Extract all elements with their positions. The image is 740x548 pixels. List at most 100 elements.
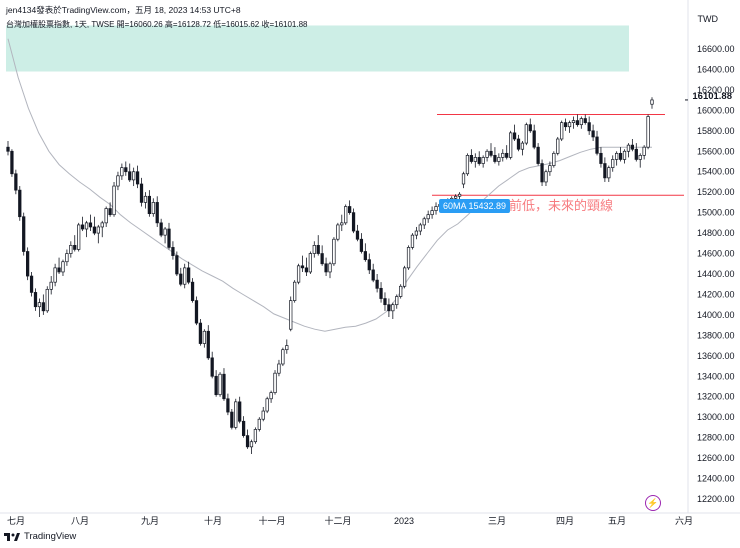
candle-body [454,195,458,199]
candle-body [622,150,627,160]
candle-body [387,304,391,312]
candle-body [493,155,497,162]
x-tick-label: 五月 [608,516,626,526]
candle-body [634,148,638,160]
candle-body [351,212,356,232]
candle-body [88,222,93,228]
candle-body [269,392,273,400]
candle-body [37,302,42,308]
candle-body [175,255,179,275]
candle-body [293,281,297,301]
candle-body [320,253,324,265]
candle-body [375,279,379,289]
candle-body [348,206,352,213]
lightning-icon[interactable]: ⚡ [645,495,661,511]
candle-body [615,152,619,160]
candle-body [410,234,415,248]
candle-body [336,224,340,240]
candle-body [650,99,654,105]
candle-body [202,330,206,344]
candle-body [552,152,556,166]
candle-body [241,420,246,436]
candle-body [316,245,320,254]
candle-body [26,251,30,277]
candle-body [579,118,583,126]
x-tick-label: 七月 [7,516,25,526]
candle-body [646,116,650,148]
candle-body [253,429,258,443]
candle-body [179,273,183,285]
candle-body [198,322,203,344]
y-tick-label: 15200.00 [697,187,735,197]
candle-body [45,288,49,312]
candle-body [477,157,481,164]
tradingview-logo-icon [4,532,20,541]
y-tick-label: 13200.00 [697,392,735,402]
y-tick-label: 14600.00 [697,249,735,259]
candle-body [332,238,336,265]
y-tick-label: 14800.00 [697,228,735,238]
candle-body [575,120,580,126]
candle-body [18,189,22,218]
candle-body [591,130,595,138]
candle-body [406,247,411,269]
y-tick-label: 13600.00 [697,351,735,361]
candle-body [183,267,187,285]
candle-body [489,150,493,156]
candle-body [289,300,293,330]
candle-body [418,224,422,232]
candle-body [540,163,544,183]
candle-body [187,267,191,283]
candle-body [312,245,316,254]
candle-body [80,224,85,230]
candle-body [520,142,525,150]
candle-body [163,228,167,236]
candle-body [626,144,631,152]
last-price-tag: 16101.88 [692,91,732,102]
candle-body [222,373,226,400]
candle-body [328,263,332,273]
candle-body [583,118,587,123]
candle-body [234,401,238,428]
y-tick-label: 12400.00 [697,474,735,484]
candle-body [112,185,116,216]
candle-body [308,253,312,273]
x-tick-label: 四月 [556,516,574,526]
candle-body [556,138,560,154]
candle-body [426,214,430,220]
candle-body [159,222,163,236]
candle-body [501,152,505,158]
candle-body [143,195,148,203]
candle-body [430,210,434,216]
candle-body [363,251,367,261]
candle-body [399,285,403,297]
candle-body [22,216,26,252]
y-tick-label: 16600.00 [697,44,735,54]
candle-body [422,218,426,226]
candle-body [194,300,199,324]
candle-body [218,373,222,396]
candle-body [505,152,509,158]
candle-body [509,132,513,158]
candle-body [481,157,485,164]
candle-body [53,267,57,283]
candle-body [124,167,128,173]
candle-body [548,165,552,173]
candle-body [414,230,419,236]
candle-body [434,206,438,211]
candle-body [171,247,175,256]
candle-body [638,155,642,160]
y-tick-label: 16200.00 [697,85,735,95]
x-tick-label: 十月 [204,515,222,526]
candle-body [57,267,61,273]
candle-body [340,222,344,226]
candle-body [273,372,277,393]
candle-body [285,345,289,351]
candle-body [100,222,104,228]
x-tick-label: 六月 [675,515,693,526]
candle-body [147,195,151,215]
candle-body [226,398,230,413]
candle-body [29,275,34,293]
currency-label: TWD [697,14,719,24]
